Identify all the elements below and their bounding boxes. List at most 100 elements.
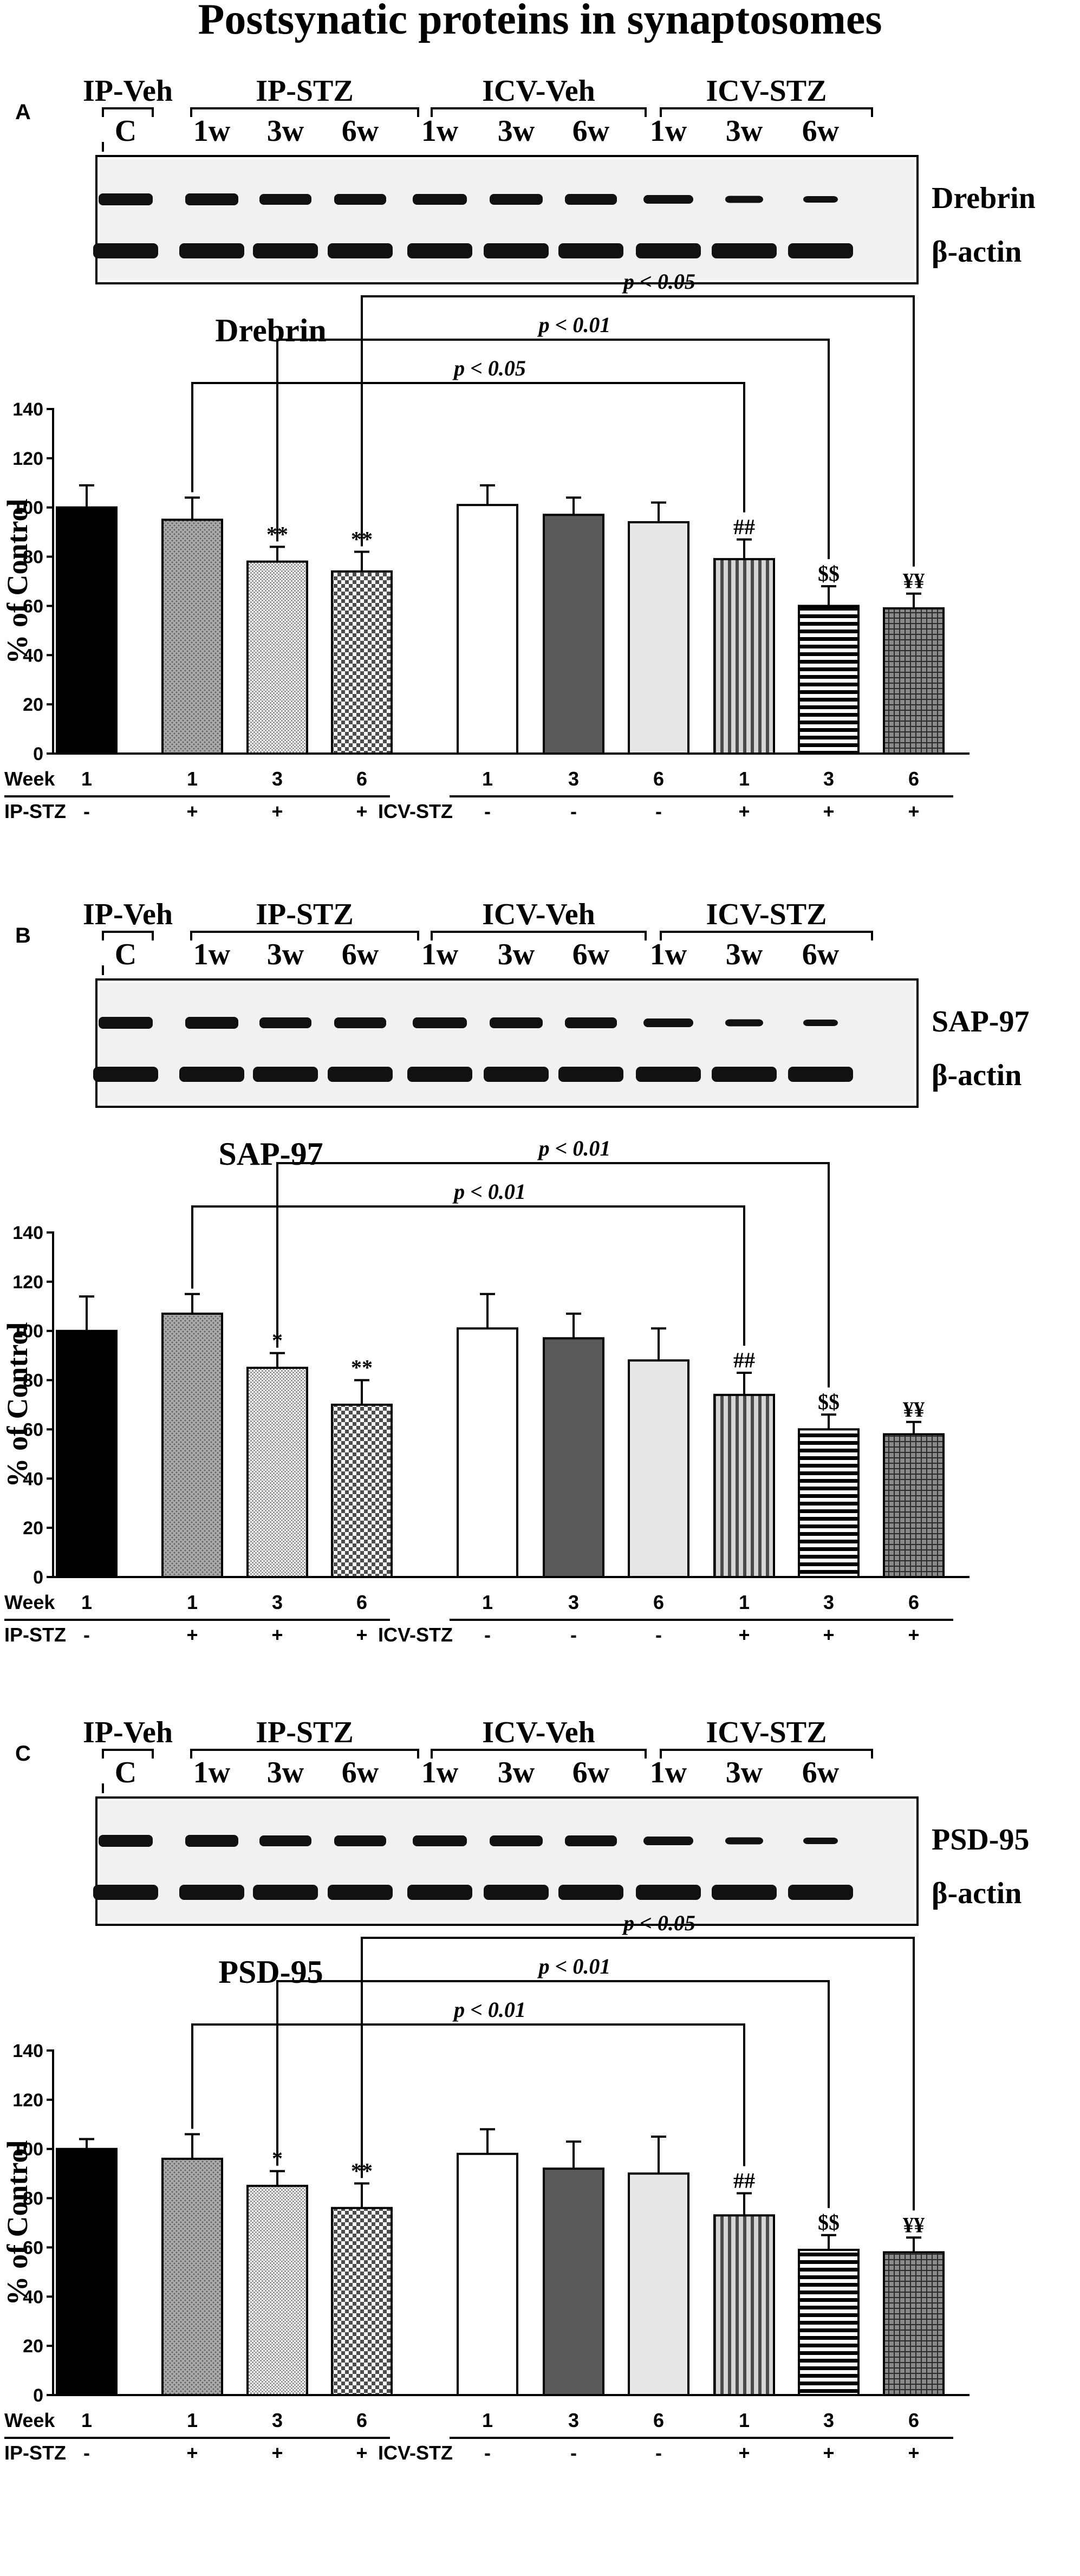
protein-band (803, 196, 838, 203)
group-bracket (102, 931, 154, 940)
lane-label: 3w (726, 1756, 763, 1789)
group-bracket (102, 107, 154, 117)
blot-background (100, 159, 914, 280)
bar (246, 1366, 308, 1579)
y-tick-label: 20 (23, 2336, 43, 2357)
significance-mark: ## (733, 515, 755, 539)
week-value: 6 (908, 2409, 919, 2431)
week-value: 3 (272, 1591, 283, 1613)
chart-title: SAP-97 (218, 1136, 323, 1172)
actin-band (712, 1885, 777, 1900)
protein-band (334, 1017, 386, 1028)
ip-stz-header: IP-STZ (4, 1624, 66, 1646)
week-value: 1 (81, 1591, 92, 1613)
y-tick-label: 100 (12, 2139, 43, 2160)
ip-stz-header: IP-STZ (4, 800, 66, 822)
protein-label: SAP-97 (932, 1005, 1029, 1039)
chart-title: Drebrin (215, 313, 327, 348)
week-value: 6 (356, 2409, 367, 2431)
blot-background (100, 1801, 914, 1922)
y-tick-label: 0 (33, 1567, 43, 1588)
actin-band (788, 1885, 853, 1900)
protein-label: PSD-95 (932, 1823, 1029, 1857)
panel-letter: B (15, 924, 31, 948)
lane-label: 6w (572, 938, 610, 971)
blot-group-label: IP-STZ (256, 898, 354, 931)
comparison-label: p < 0.01 (537, 1954, 611, 1978)
icv-stz-value: + (823, 2442, 834, 2464)
panel-letter: C (15, 1742, 31, 1766)
group-bracket (660, 931, 873, 940)
comparison-bracket (361, 295, 915, 567)
significance-mark: $$ (818, 2210, 840, 2235)
week-value: 3 (568, 1591, 579, 1613)
week-value: 1 (482, 2409, 493, 2431)
y-tick-label: 120 (12, 1272, 43, 1293)
y-tick-label: 40 (23, 1469, 43, 1489)
y-tick-label: 40 (23, 645, 43, 666)
significance-mark: ¥¥ (903, 1397, 925, 1422)
ip-stz-value: - (83, 2442, 90, 2464)
week-value: 1 (81, 2409, 92, 2431)
bar (883, 2251, 945, 2396)
lane-label: 6w (572, 1756, 610, 1789)
icv-stz-value: + (908, 2442, 919, 2464)
lane-label: 3w (726, 114, 763, 148)
group-bracket (431, 1749, 647, 1759)
week-value: 3 (568, 768, 579, 790)
y-tick-label: 20 (23, 695, 43, 715)
y-tick-label: 120 (12, 2090, 43, 2111)
protein-band (185, 193, 238, 205)
lane-label: 1w (193, 938, 231, 971)
blot-group-label: ICV-Veh (482, 898, 595, 931)
group-bracket (431, 107, 647, 117)
protein-band (99, 1835, 153, 1847)
protein-band (334, 194, 386, 205)
protein-band (490, 194, 543, 205)
bar (628, 521, 689, 755)
actin-band (636, 1067, 701, 1082)
ip-stz-value: + (356, 1624, 367, 1646)
week-value: 1 (187, 768, 198, 790)
week-header: Week (4, 768, 55, 790)
lane-label: 1w (421, 938, 459, 971)
bar (331, 1404, 393, 1578)
significance-mark: ¥¥ (903, 2212, 925, 2237)
comparison-bracket (191, 2023, 745, 2166)
lane-label: 1w (421, 1756, 459, 1789)
lane-label: 6w (342, 114, 379, 148)
protein-band (643, 195, 693, 204)
week-value: 3 (568, 2409, 579, 2431)
lane-label: 3w (267, 114, 304, 148)
protein-band (99, 1017, 153, 1029)
comparison-label: p < 0.05 (622, 269, 695, 294)
figure-title: Postsynatic proteins in synaptosomes (198, 0, 882, 43)
actin-band (407, 1067, 472, 1082)
bar (798, 605, 860, 755)
ip-stz-value: + (271, 2442, 283, 2464)
week-value: 6 (356, 1591, 367, 1613)
significance-mark: ** (351, 1355, 373, 1380)
icv-stz-value: + (908, 1624, 919, 1646)
protein-band (413, 1017, 467, 1028)
blot-background (100, 983, 914, 1104)
bar (713, 2214, 775, 2396)
lane-label: 6w (342, 938, 379, 971)
lane-label: 1w (421, 114, 459, 148)
blot-group-label: IP-Veh (83, 898, 173, 931)
icv-stz-value: - (484, 2442, 491, 2464)
protein-band (185, 1835, 238, 1847)
protein-band (643, 1018, 693, 1027)
protein-band (490, 1017, 543, 1028)
lane-label: 6w (572, 114, 610, 148)
actin-band (93, 1067, 158, 1082)
protein-band (565, 1835, 617, 1846)
lane-label: 3w (267, 1756, 304, 1789)
blot-group-label: ICV-Veh (482, 74, 595, 108)
bar (161, 2157, 223, 2397)
lane-label: 6w (342, 1756, 379, 1789)
icv-stz-value: + (823, 1624, 834, 1646)
y-tick-label: 140 (12, 399, 43, 420)
protein-band (725, 1837, 763, 1845)
